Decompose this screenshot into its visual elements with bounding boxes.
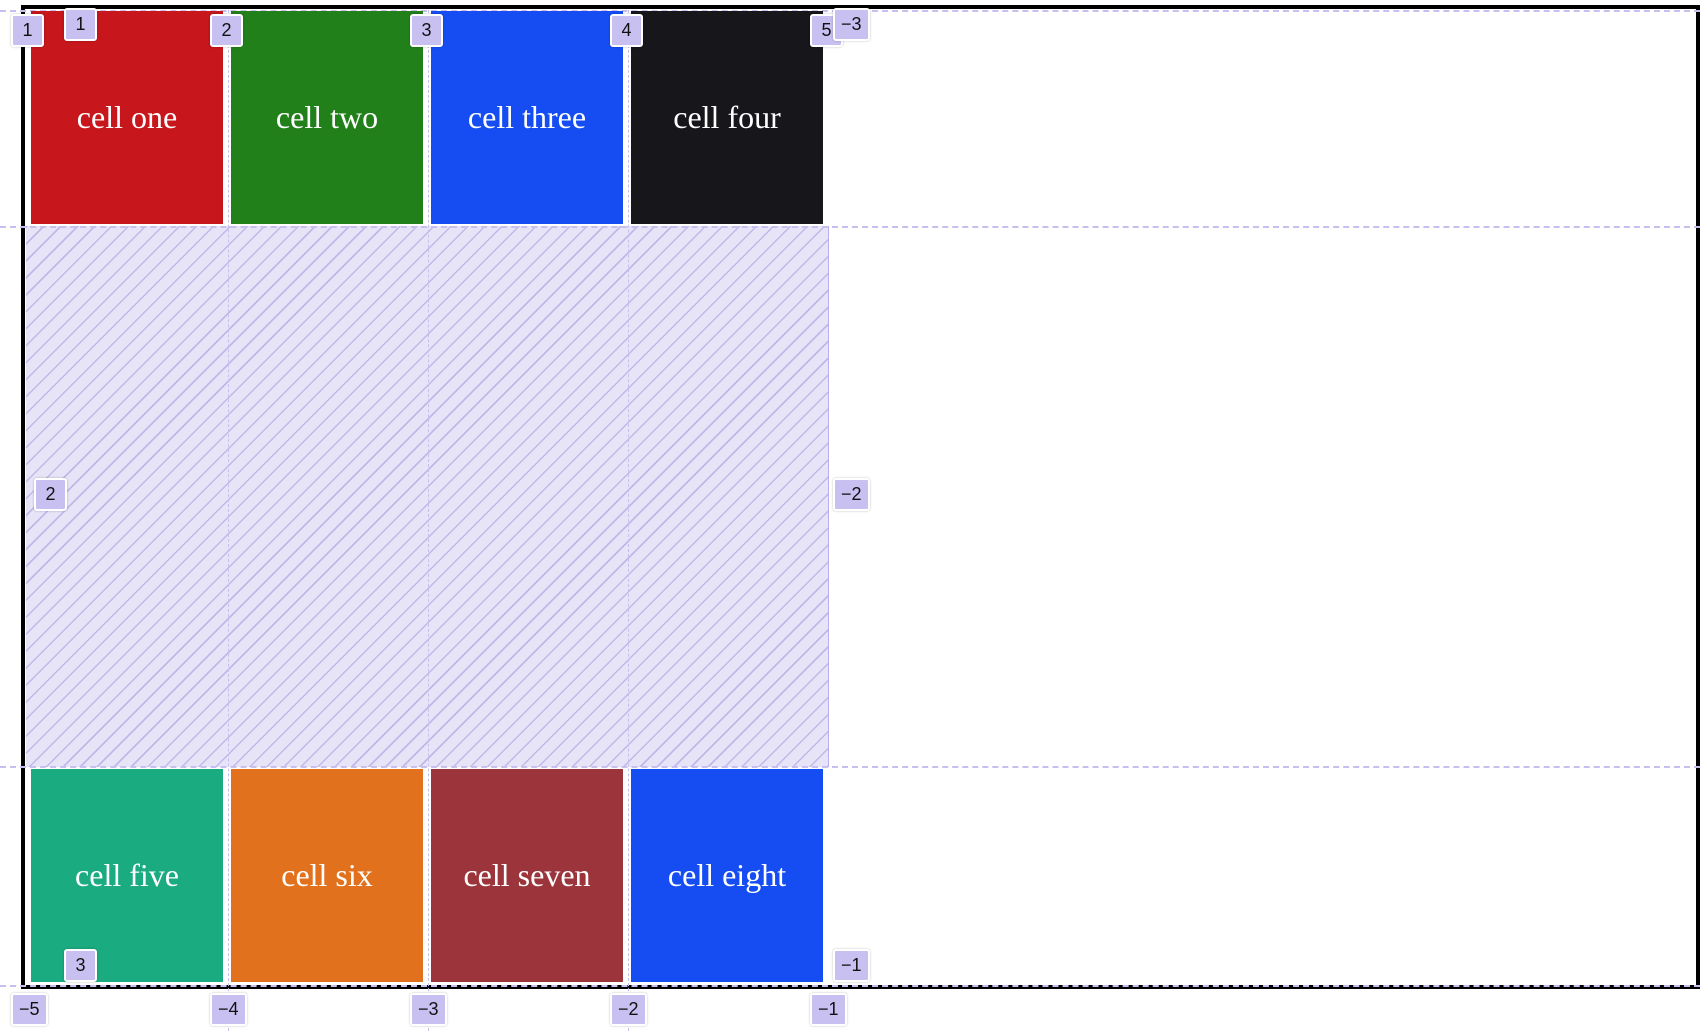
implicit-row-area xyxy=(26,226,829,767)
cell-label: cell one xyxy=(76,99,178,135)
grid-cell-five: cell five xyxy=(31,769,223,982)
grid-row-line-4 xyxy=(0,985,1700,987)
cell-label: cell seven xyxy=(463,857,591,893)
column-line-number-badge: −2 xyxy=(610,993,647,1026)
grid-container xyxy=(21,5,1700,989)
column-line-number-badge: −1 xyxy=(810,993,847,1026)
row-line-number-badge: 1 xyxy=(64,8,97,41)
grid-column-line-4 xyxy=(628,10,629,1031)
grid-row-line-3 xyxy=(0,766,1700,768)
cell-label: cell three xyxy=(467,99,587,135)
grid-cell-three: cell three xyxy=(431,11,623,224)
cell-label: cell six xyxy=(281,857,373,893)
cell-label: cell four xyxy=(673,99,781,135)
column-line-number-badge: −4 xyxy=(210,993,247,1026)
cell-label: cell eight xyxy=(667,857,787,893)
grid-cell-seven: cell seven xyxy=(431,769,623,982)
grid-cell-four: cell four xyxy=(631,11,823,224)
grid-cell-six: cell six xyxy=(231,769,423,982)
grid-cell-two: cell two xyxy=(231,11,423,224)
cell-label: cell five xyxy=(75,857,179,893)
grid-row-line-2 xyxy=(0,226,1700,228)
grid-column-line-2 xyxy=(228,10,229,1031)
column-line-number-badge: 2 xyxy=(210,14,243,47)
column-line-number-badge: 1 xyxy=(11,14,44,47)
row-line-number-badge: −1 xyxy=(833,949,870,982)
row-line-number-badge: −3 xyxy=(833,8,870,41)
cell-label: cell two xyxy=(275,99,379,135)
row-line-number-badge: 2 xyxy=(34,478,67,511)
grid-column-line-3 xyxy=(428,10,429,1031)
column-line-number-badge: −3 xyxy=(410,993,447,1026)
column-line-number-badge: −5 xyxy=(11,993,48,1026)
grid-cell-one: cell one xyxy=(31,11,223,224)
grid-cell-eight: cell eight xyxy=(631,769,823,982)
column-line-number-badge: 4 xyxy=(610,14,643,47)
row-line-number-badge: −2 xyxy=(833,478,870,511)
row-line-number-badge: 3 xyxy=(64,949,97,982)
column-line-number-badge: 3 xyxy=(410,14,443,47)
